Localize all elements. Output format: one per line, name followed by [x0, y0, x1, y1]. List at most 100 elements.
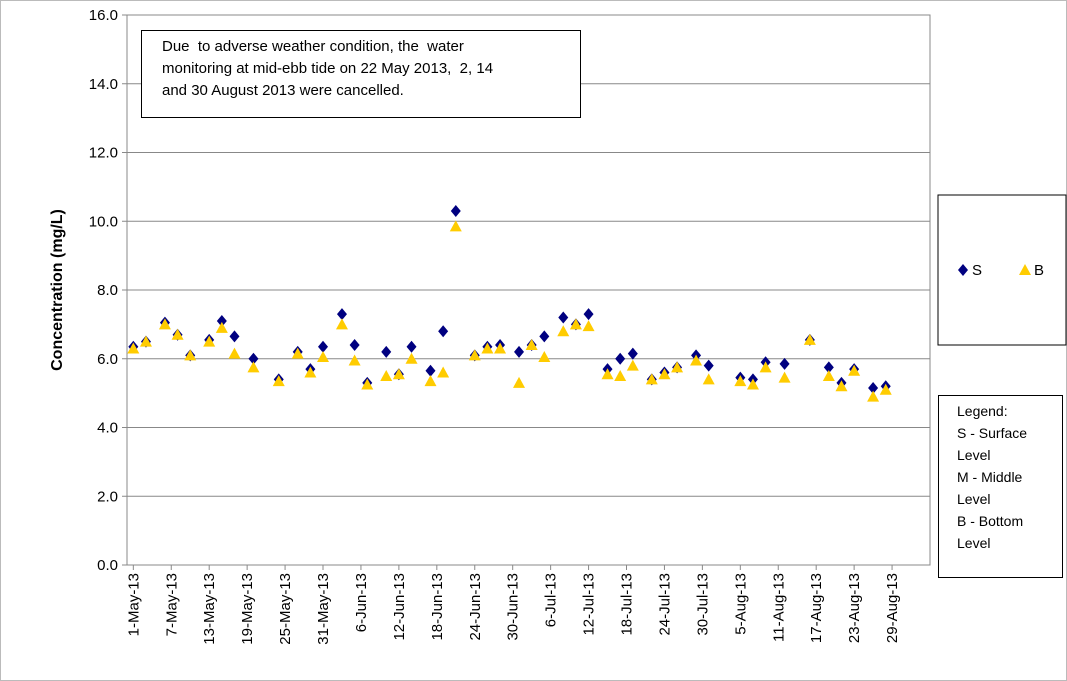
point	[867, 390, 880, 402]
point	[539, 330, 550, 343]
point	[437, 366, 450, 378]
point	[601, 368, 614, 380]
point	[184, 349, 197, 361]
point	[272, 375, 285, 387]
x-tick-label: 19-May-13	[239, 573, 256, 645]
point	[468, 349, 481, 361]
point	[450, 204, 461, 217]
point	[658, 368, 671, 380]
point	[380, 369, 393, 381]
point	[514, 345, 525, 358]
point	[406, 340, 417, 353]
point	[291, 347, 304, 359]
legend-label: S	[972, 262, 982, 279]
note-line: monitoring at mid-ebb tide on 22 May 201…	[162, 60, 494, 77]
x-tick-label: 6-Jul-13	[543, 573, 560, 627]
point	[304, 366, 317, 378]
point	[823, 361, 834, 374]
y-tick-label: 6.0	[97, 351, 118, 368]
point	[645, 373, 658, 385]
point	[702, 373, 715, 385]
x-tick-label: 29-Aug-13	[884, 573, 901, 643]
y-tick-label: 16.0	[89, 7, 118, 24]
point	[879, 383, 892, 395]
point	[835, 380, 848, 392]
point	[348, 354, 361, 366]
x-tick-label: 23-Aug-13	[846, 573, 863, 643]
point	[803, 333, 816, 345]
point	[424, 375, 437, 387]
x-tick-label: 12-Jul-13	[581, 573, 598, 636]
note-line: B - Bottom Level	[957, 513, 1024, 551]
point	[335, 318, 348, 330]
point	[336, 308, 347, 321]
y-tick-label: 12.0	[89, 145, 118, 162]
point	[848, 364, 861, 376]
point	[203, 335, 216, 347]
point	[228, 347, 241, 359]
point	[449, 220, 462, 232]
x-tick-label: 17-Aug-13	[808, 573, 825, 643]
x-tick-label: 18-Jul-13	[619, 573, 636, 636]
point	[127, 342, 140, 354]
point	[614, 369, 627, 381]
point	[215, 321, 228, 333]
point	[557, 325, 570, 337]
legend-marker	[1019, 264, 1031, 275]
point	[317, 351, 330, 363]
x-tick-label: 11-Aug-13	[770, 573, 787, 642]
legend-marker	[958, 264, 968, 276]
note-line: M - Middle Level	[957, 469, 1023, 507]
x-tick-label: 6-Jun-13	[353, 573, 370, 632]
point	[734, 375, 747, 387]
point	[229, 330, 240, 343]
note-line: S - Surface Level	[957, 425, 1028, 463]
point	[626, 359, 639, 371]
point	[494, 342, 507, 354]
y-axis-label: Concentration (mg/L)	[49, 209, 66, 371]
point	[690, 354, 703, 366]
point	[481, 342, 494, 354]
x-tick-label: 24-Jun-13	[467, 573, 484, 641]
point	[171, 328, 184, 340]
x-tick-label: 30-Jul-13	[694, 573, 711, 636]
x-tick-label: 1-May-13	[125, 573, 142, 636]
point	[361, 378, 374, 390]
y-tick-label: 0.0	[97, 557, 118, 574]
point	[759, 361, 772, 373]
legend-note: Legend: S - Surface Level M - Middle Level…	[938, 395, 1063, 578]
point	[538, 351, 551, 363]
point	[868, 381, 879, 394]
note-line: and 30 August 2013 were cancelled.	[162, 82, 404, 99]
point	[778, 371, 791, 383]
point	[438, 325, 449, 338]
point	[627, 347, 638, 360]
point	[139, 335, 152, 347]
legend-box	[937, 194, 1067, 346]
plot-area	[126, 14, 931, 566]
point	[558, 311, 569, 324]
y-tick-label: 10.0	[89, 213, 118, 230]
y-tick-label: 14.0	[89, 76, 118, 93]
x-tick-label: 13-May-13	[201, 573, 218, 645]
x-tick-label: 30-Jun-13	[505, 573, 522, 641]
point	[525, 339, 538, 350]
note-line: Due to adverse weather condition, the wa…	[162, 38, 464, 55]
x-tick-label: 18-Jun-13	[429, 573, 446, 641]
point	[318, 340, 329, 353]
point	[779, 357, 790, 370]
point	[703, 359, 714, 372]
x-tick-label: 31-May-13	[315, 573, 332, 645]
y-tick-label: 2.0	[97, 488, 118, 505]
point	[392, 368, 405, 380]
y-tick-label: 8.0	[97, 282, 118, 299]
point	[671, 361, 684, 373]
point	[513, 376, 526, 388]
point	[381, 345, 392, 358]
point	[247, 361, 260, 373]
x-tick-label: 24-Jul-13	[656, 573, 673, 636]
x-tick-label: 25-May-13	[277, 573, 294, 645]
point	[158, 318, 171, 330]
point	[216, 314, 227, 327]
